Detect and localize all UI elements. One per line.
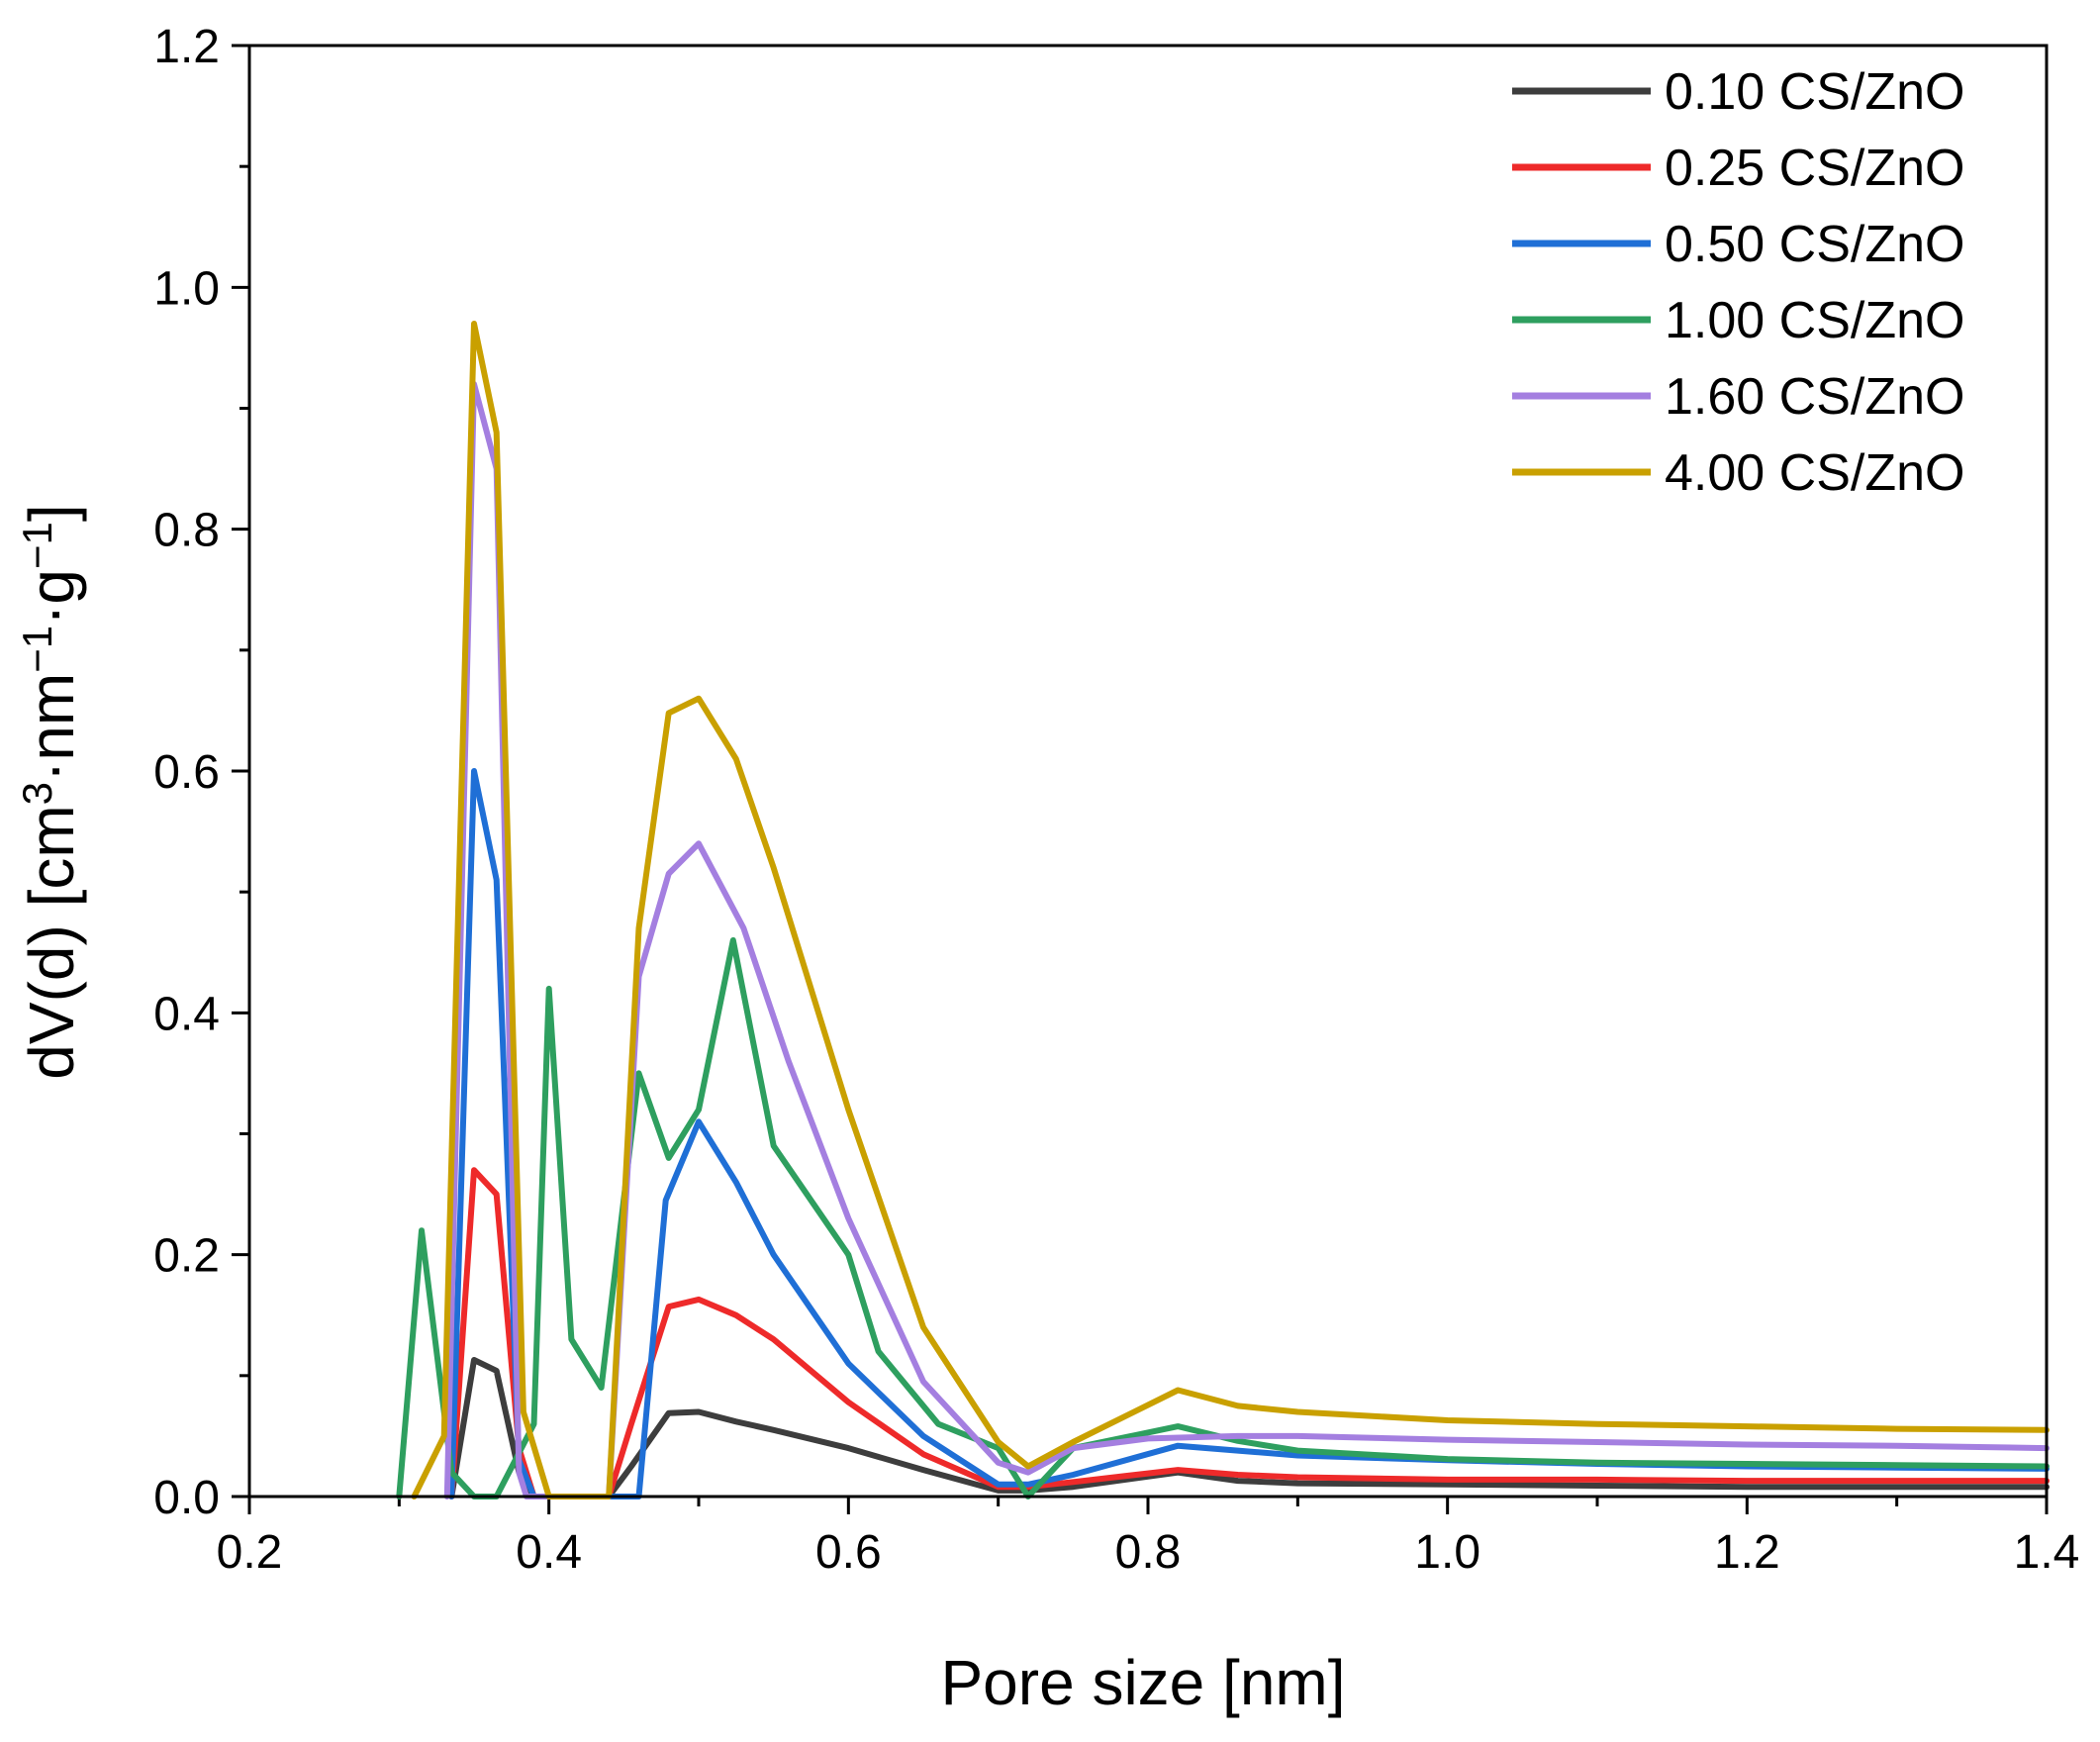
legend-item: 1.60 CS/ZnO	[1512, 368, 1964, 426]
legend-item: 1.00 CS/ZnO	[1512, 292, 1964, 349]
y-tick-label: 1.2	[153, 21, 220, 73]
x-tick-label: 0.4	[516, 1526, 582, 1579]
x-tick-label: 0.8	[1115, 1526, 1182, 1579]
y-axis-title-sup-1: 3	[14, 782, 60, 805]
y-tick-label: 0.0	[153, 1472, 220, 1524]
legend: 0.10 CS/ZnO 0.25 CS/ZnO 0.50 CS/ZnO 1.00 CS…	[1512, 63, 1964, 502]
y-tick-label: 0.4	[153, 988, 220, 1040]
legend-label: 0.10 CS/ZnO	[1665, 63, 1964, 121]
legend-label: 1.00 CS/ZnO	[1665, 292, 1964, 349]
x-tick-label: 1.0	[1414, 1526, 1480, 1579]
y-axis-title-mid-2: ·g	[16, 569, 87, 626]
legend-item: 0.50 CS/ZnO	[1512, 216, 1964, 273]
y-axis-title-sup-2: −1	[14, 626, 60, 673]
legend-item: 4.00 CS/ZnO	[1512, 444, 1964, 502]
y-tick-label: 1.0	[153, 262, 220, 315]
axis-tick-labels: 0.2 0.4 0.6 0.8 1.0 1.2 1.40.00.20.40.60.81.01…	[153, 21, 2079, 1579]
legend-label: 0.25 CS/ZnO	[1665, 140, 1964, 197]
legend-label: 0.50 CS/ZnO	[1665, 216, 1964, 273]
y-axis-title-suffix: ]	[16, 504, 87, 522]
legend-label: 4.00 CS/ZnO	[1665, 444, 1964, 502]
legend-label: 1.60 CS/ZnO	[1665, 368, 1964, 426]
y-axis-title-prefix: dV(d) [cm	[16, 805, 87, 1079]
series-line-5	[443, 381, 2050, 1500]
legend-item: 0.10 CS/ZnO	[1512, 63, 1964, 121]
y-axis-title-sup-3: −1	[14, 522, 60, 569]
plot-frame	[247, 44, 2049, 1499]
x-tick-label: 0.6	[815, 1526, 882, 1579]
series-line-6	[411, 321, 2050, 1500]
series-line-3	[448, 768, 2050, 1500]
x-tick-label: 1.2	[1714, 1526, 1780, 1579]
x-tick-label: 1.4	[2014, 1526, 2080, 1579]
series-line-4	[396, 937, 2050, 1500]
y-axis-title: dV(d) [cm3·nm−1·g−1]	[14, 504, 87, 1079]
y-axis-title-mid-1: ·nm	[16, 673, 87, 782]
y-tick-label: 0.8	[153, 505, 220, 557]
y-tick-label: 0.6	[153, 746, 220, 799]
x-axis-title: Pore size [nm]	[940, 1647, 1345, 1718]
series-lines	[396, 321, 2050, 1500]
x-tick-label: 0.2	[217, 1526, 283, 1579]
legend-item: 0.25 CS/ZnO	[1512, 140, 1964, 197]
axis-ticks	[232, 44, 2049, 1514]
y-tick-label: 0.2	[153, 1230, 220, 1283]
